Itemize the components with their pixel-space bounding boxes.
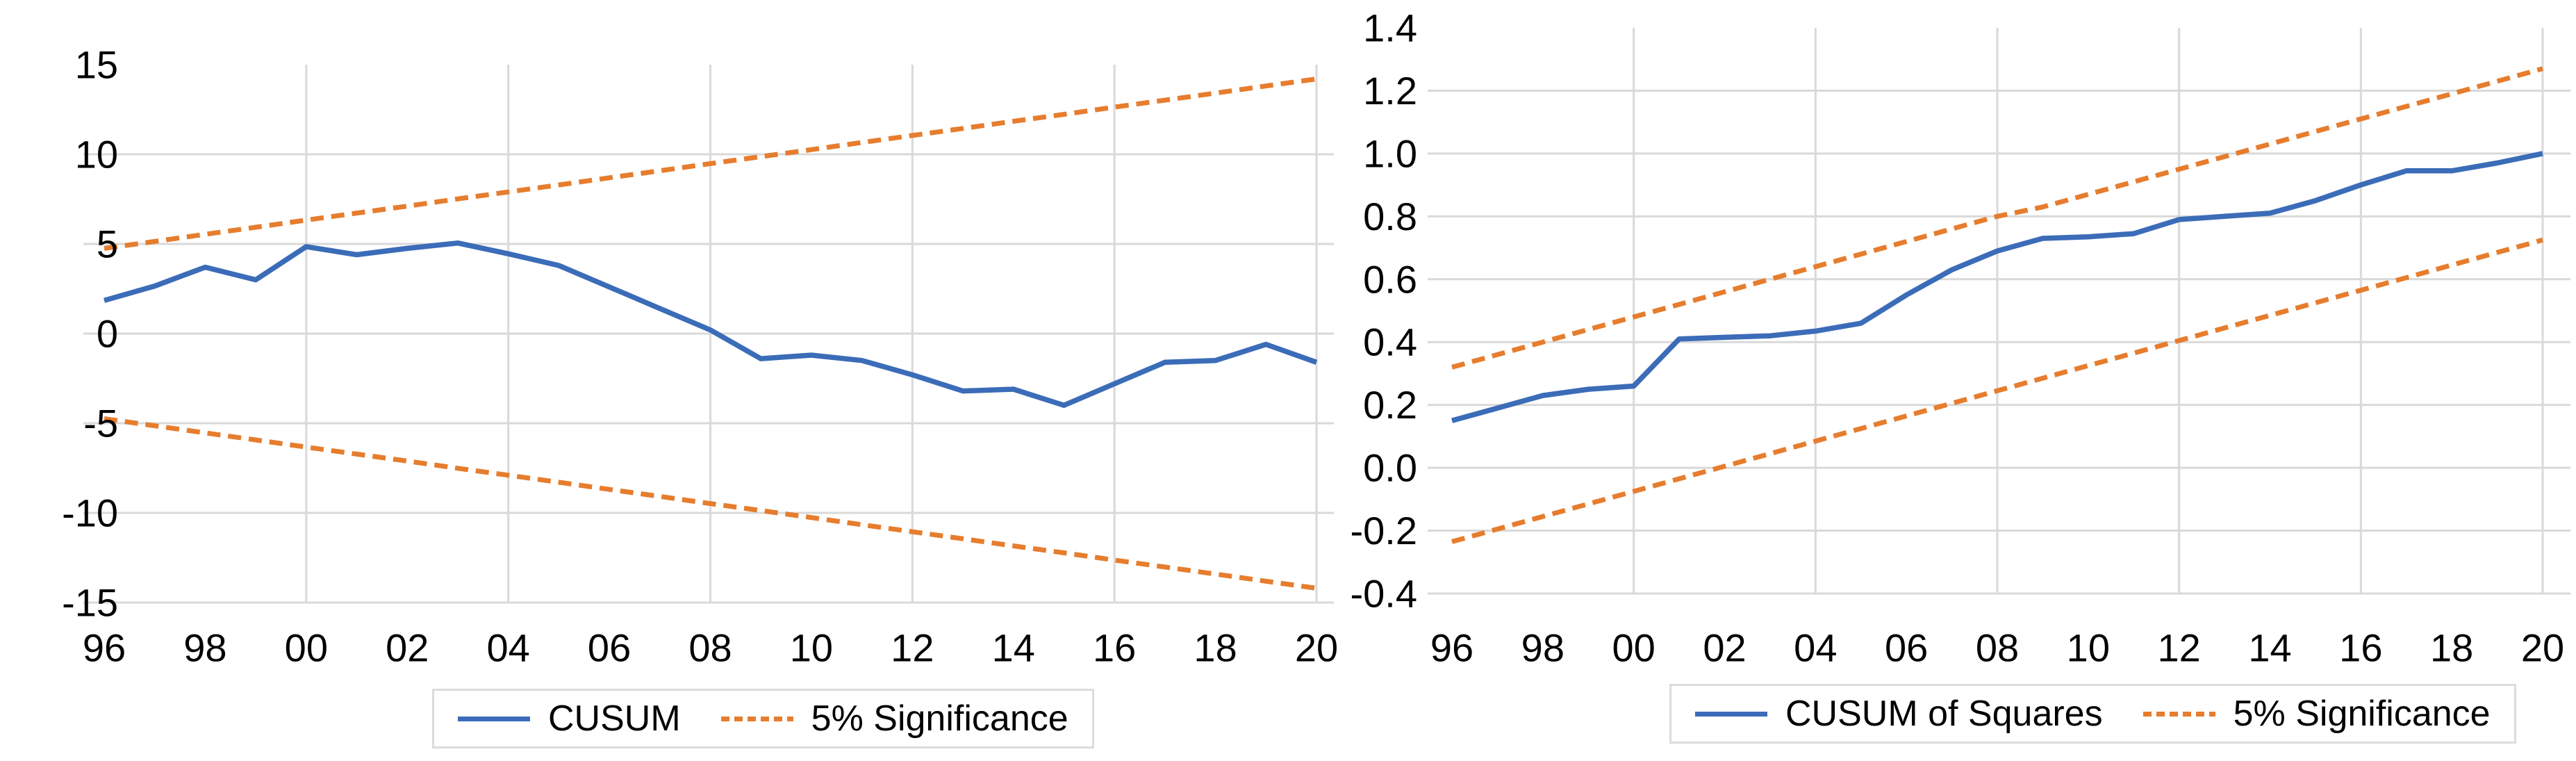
legend-item-cusum: CUSUM xyxy=(458,701,681,737)
solid-line-swatch-icon xyxy=(1695,711,1767,717)
y-axis-tick-label: 0.8 xyxy=(1363,195,1417,238)
y-axis-tick-label: 0 xyxy=(97,312,118,356)
y-axis-tick-label: -0.4 xyxy=(1351,572,1418,616)
x-axis-tick-label: 98 xyxy=(1521,626,1564,670)
x-axis-tick-label: 02 xyxy=(386,626,429,670)
y-axis-tick-label: 0.4 xyxy=(1363,320,1417,364)
dashed-line-swatch-icon xyxy=(2142,711,2215,717)
y-axis-tick-label: 1.0 xyxy=(1363,131,1417,175)
y-axis-tick-label: 0.6 xyxy=(1363,257,1417,301)
legend-item-significance: 5% Significance xyxy=(720,698,1068,739)
legend-label-significance: 5% Significance xyxy=(811,698,1068,739)
series-line-dashed xyxy=(1451,237,2543,544)
x-axis-tick-label: 10 xyxy=(790,626,833,670)
x-axis-tick-label: 18 xyxy=(1194,626,1237,670)
y-axis-tick-label: -0.2 xyxy=(1351,509,1418,553)
x-axis-tick-label: 96 xyxy=(83,626,126,670)
x-axis-tick-label: 16 xyxy=(1093,626,1136,670)
x-axis-tick-label: 08 xyxy=(1976,626,2019,670)
legend-label-cusum-of-squares: CUSUM of Squares xyxy=(1785,694,2103,734)
x-axis-tick-label: 14 xyxy=(2248,626,2291,670)
legend-item-cusum-of-squares: CUSUM of Squares xyxy=(1695,696,2103,732)
x-axis-tick-label: 04 xyxy=(1794,626,1837,670)
dashed-line-swatch-icon xyxy=(720,716,793,721)
x-axis-tick-label: 12 xyxy=(2158,626,2201,670)
x-axis-tick-label: 02 xyxy=(1703,626,1746,670)
y-axis-tick-label: -15 xyxy=(62,581,118,625)
y-axis-tick-label: 5 xyxy=(97,222,118,266)
legend-cusum-of-squares: CUSUM of Squares 5% Significance xyxy=(1669,684,2516,744)
y-axis-tick-label: 1.2 xyxy=(1363,69,1417,113)
x-axis-tick-label: 96 xyxy=(1430,626,1473,670)
x-axis-tick-label: 10 xyxy=(2067,626,2110,670)
y-axis-tick-label: 15 xyxy=(75,43,118,87)
series-line-dashed xyxy=(104,76,1317,251)
legend-label-significance: 5% Significance xyxy=(2233,694,2491,734)
x-axis-tick-label: 12 xyxy=(891,626,934,670)
y-axis-tick-label: 1.4 xyxy=(1363,6,1417,50)
legend-cusum: CUSUM 5% Significance xyxy=(432,689,1094,748)
x-axis-tick-label: 08 xyxy=(688,626,732,670)
series-line-solid xyxy=(1451,151,2543,423)
y-axis-tick-label: 0.0 xyxy=(1363,446,1417,490)
legend-label-cusum: CUSUM xyxy=(548,698,681,739)
x-axis-tick-label: 98 xyxy=(183,626,226,670)
x-axis-tick-label: 14 xyxy=(992,626,1035,670)
x-axis-tick-label: 16 xyxy=(2339,626,2382,670)
x-axis-tick-label: 20 xyxy=(2521,626,2564,670)
series-line-dashed xyxy=(1451,66,2543,370)
y-axis-tick-label: 0.2 xyxy=(1363,383,1417,427)
x-axis-tick-label: 00 xyxy=(1612,626,1656,670)
series-line-solid xyxy=(103,240,1318,408)
solid-line-swatch-icon xyxy=(458,716,530,721)
x-axis-tick-label: 04 xyxy=(487,626,530,670)
x-axis-tick-label: 18 xyxy=(2430,626,2473,670)
legend-item-significance: 5% Significance xyxy=(2142,694,2491,734)
x-axis-tick-label: 00 xyxy=(285,626,328,670)
series-line-dashed xyxy=(104,416,1317,591)
x-axis-tick-label: 06 xyxy=(588,626,631,670)
y-axis-tick-label: -5 xyxy=(83,402,118,445)
x-axis-tick-label: 20 xyxy=(1295,626,1338,670)
x-axis-tick-label: 06 xyxy=(1885,626,1928,670)
y-axis-tick-label: -10 xyxy=(62,491,118,535)
y-axis-tick-label: 10 xyxy=(75,133,118,177)
